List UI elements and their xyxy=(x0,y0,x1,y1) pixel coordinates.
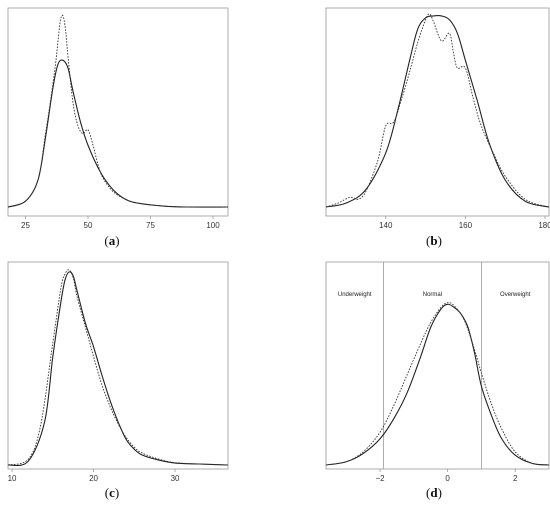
chart-panel-d: Underweight Normal Overweight −2 0 2 (d) xyxy=(275,254,550,507)
density-curve-solid-b xyxy=(325,15,550,208)
panel-caption-c: (c) xyxy=(104,485,120,500)
x-tick-label-a-0: 25 xyxy=(21,221,30,230)
x-tick-label-d-1: 0 xyxy=(445,474,450,483)
plot-frame-a xyxy=(7,7,229,217)
density-curve-solid-d xyxy=(325,303,550,466)
plot-frame-c xyxy=(7,261,229,470)
x-tick-label-b-1: 160 xyxy=(459,221,473,230)
region-label-underweight: Underweight xyxy=(338,292,372,298)
density-curve-dotted-c xyxy=(7,269,229,466)
x-tick-label-d-0: −2 xyxy=(375,474,385,483)
density-chart-d: Underweight Normal Overweight −2 0 2 xyxy=(325,261,550,483)
x-tick-label-a-3: 100 xyxy=(206,221,220,230)
density-curve-dotted-b xyxy=(325,13,550,208)
panel-caption-d: (d) xyxy=(426,485,442,500)
density-curve-solid-c xyxy=(7,271,229,467)
x-tick-label-c-0: 10 xyxy=(8,474,17,483)
x-tick-label-a-2: 75 xyxy=(146,221,155,230)
density-chart-c: 10 20 30 xyxy=(7,261,229,483)
plot-frame-d xyxy=(325,261,550,470)
density-curve-dotted-d xyxy=(325,302,550,466)
chart-panel-c: 10 20 30 (c) xyxy=(0,254,275,507)
x-tick-label-a-1: 50 xyxy=(84,221,93,230)
density-curve-solid-a xyxy=(7,59,229,208)
x-tick-label-c-2: 30 xyxy=(171,474,180,483)
density-curve-dotted-a xyxy=(7,14,229,208)
panel-caption-b: (b) xyxy=(426,233,442,248)
x-tick-label-b-0: 140 xyxy=(379,221,393,230)
chart-panel-b: 140 160 180 (b) xyxy=(275,0,550,254)
x-tick-label-d-2: 2 xyxy=(513,474,518,483)
plot-frame-b xyxy=(325,7,550,217)
x-tick-label-c-1: 20 xyxy=(89,474,98,483)
density-chart-a: 25 50 75 100 xyxy=(7,7,229,230)
chart-panel-a: 25 50 75 100 (a) xyxy=(0,0,275,254)
region-label-overweight: Overweight xyxy=(500,292,531,298)
panel-caption-a: (a) xyxy=(104,233,120,248)
density-chart-b: 140 160 180 xyxy=(325,7,550,230)
region-label-normal: Normal xyxy=(423,292,442,298)
x-tick-label-b-2: 180 xyxy=(538,221,550,230)
